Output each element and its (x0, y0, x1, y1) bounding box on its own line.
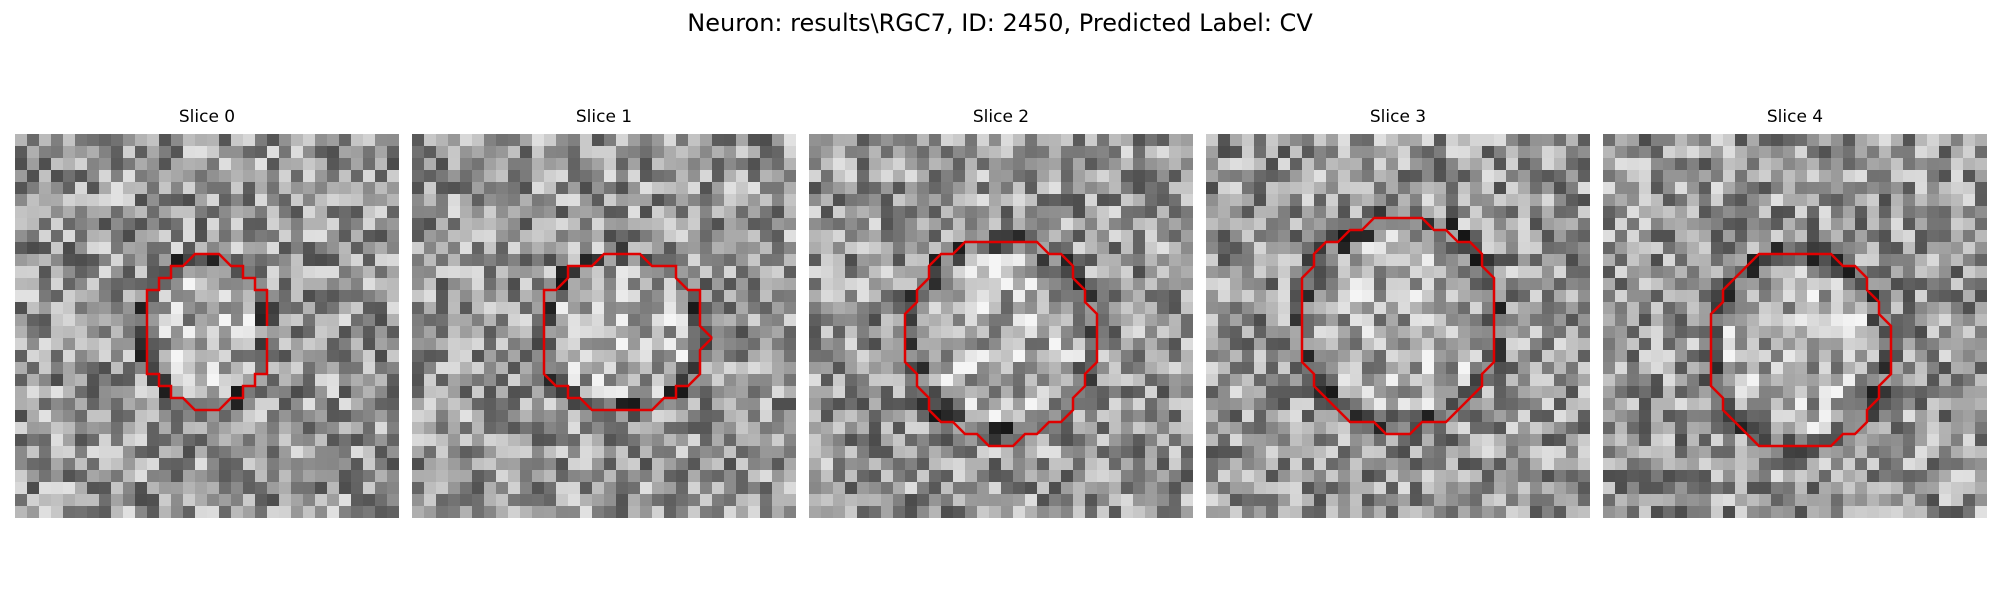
slice-panel-2: Slice 2 (809, 106, 1193, 518)
slice-title-2: Slice 2 (972, 107, 1030, 127)
slice-panel-3: Slice 3 (1206, 106, 1590, 518)
slice-pixels-0 (15, 134, 399, 518)
neuron-contour-2 (903, 240, 1099, 448)
neuron-contour-4 (1709, 252, 1893, 448)
slice-title-4: Slice 4 (1766, 107, 1824, 127)
neuron-contour-0 (145, 252, 269, 412)
slice-pixels-2 (809, 134, 1193, 518)
slice-title-3: Slice 3 (1369, 107, 1427, 127)
neuron-contour-1 (542, 252, 713, 412)
slice-panel-1: Slice 1 (412, 106, 796, 518)
slice-image-0 (15, 134, 399, 518)
neuron-contour-3 (1300, 216, 1496, 436)
slice-image-1 (412, 134, 796, 518)
slice-title-0: Slice 0 (178, 107, 236, 127)
slice-pixels-1 (412, 134, 796, 518)
slice-pixels-3 (1206, 134, 1590, 518)
slice-panel-4: Slice 4 (1603, 106, 1987, 518)
slice-title-1: Slice 1 (575, 107, 633, 127)
slice-image-2 (809, 134, 1193, 518)
slice-pixels-4 (1603, 134, 1987, 518)
slice-image-3 (1206, 134, 1590, 518)
slice-image-4 (1603, 134, 1987, 518)
slice-panel-0: Slice 0 (15, 106, 399, 518)
figure-title: Neuron: results\RGC7, ID: 2450, Predicte… (687, 9, 1313, 37)
